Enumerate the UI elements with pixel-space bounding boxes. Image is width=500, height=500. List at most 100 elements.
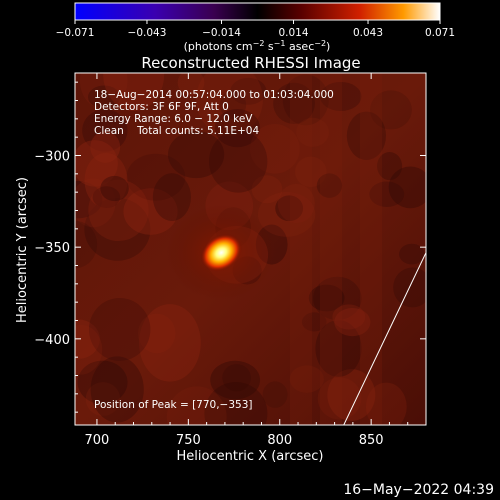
background-mottle <box>75 73 426 425</box>
mottle-blob <box>313 276 362 321</box>
annotations: 18−Aug−2014 00:57:04.000 to 01:03:04.000… <box>94 89 334 411</box>
mottle-blob <box>365 382 407 425</box>
mottle-blob <box>332 304 366 330</box>
mottle-blob <box>92 186 121 209</box>
mottle-blob <box>316 173 343 198</box>
mottle-blob <box>88 298 151 361</box>
mottle-blob <box>103 73 165 111</box>
mottle-blob <box>88 179 149 242</box>
x-tick-label: 700 <box>85 433 110 448</box>
colorbar-tick-label: −0.043 <box>128 27 167 39</box>
mottle-blob <box>327 369 376 421</box>
x-axis-label: Heliocentric X (arcsec) <box>177 449 324 464</box>
annotation-peak-position: Position of Peak = [770,−353] <box>94 399 253 411</box>
mottle-blob <box>123 188 178 235</box>
mottle-blob <box>370 90 412 130</box>
footer-date: 16−May−2022 04:39 <box>343 482 494 498</box>
mottle-blob <box>177 73 205 96</box>
colorbar-tick-label: 0.071 <box>425 27 455 39</box>
mottle-blob <box>210 360 261 400</box>
mottle-blob <box>262 381 288 408</box>
colorbar-ticks: −0.071 −0.043 −0.014 0.014 0.043 0.071 <box>56 20 455 39</box>
mottle-blob <box>301 312 327 332</box>
colorbar-tick-label: 0.043 <box>353 27 383 39</box>
mottle-blob <box>277 183 315 224</box>
mottle-blob <box>289 365 324 393</box>
mottle-blob <box>346 111 386 160</box>
mottle-blob <box>90 356 144 423</box>
x-tick-label: 850 <box>359 433 384 448</box>
mottle-blob <box>230 77 267 105</box>
mottle-blob <box>399 243 425 265</box>
annotation-detectors: Detectors: 3F 6F 9F, Att 0 <box>94 101 229 113</box>
mottle-blob <box>90 131 121 163</box>
x-axis-ticks: 700 750 800 850 <box>85 73 427 448</box>
mottle-blob <box>308 284 345 312</box>
mottle-blob <box>388 166 426 209</box>
mottle-blob <box>152 173 191 222</box>
mottle-blob <box>251 175 283 204</box>
mottle-blob <box>282 74 329 126</box>
mottle-blob <box>75 324 103 375</box>
y-tick-label: −350 <box>34 241 70 256</box>
annotation-time-range: 18−Aug−2014 00:57:04.000 to 01:03:04.000 <box>94 89 334 101</box>
mottle-blob <box>138 313 176 354</box>
mottle-blob <box>75 220 98 269</box>
y-axis-label: Heliocentric Y (arcsec) <box>15 177 30 323</box>
mottle-blob <box>139 304 201 382</box>
y-tick-label: −400 <box>34 333 70 348</box>
colorbar-gradient <box>74 2 441 21</box>
y-axis-ticks: −300 −350 −400 <box>34 81 426 413</box>
x-tick-label: 750 <box>176 433 201 448</box>
mottle-blob <box>100 175 129 202</box>
mottle-blob <box>249 124 300 174</box>
mottle-blob <box>85 382 121 416</box>
mottle-blob <box>257 191 316 237</box>
mottle-blob <box>87 85 121 109</box>
mottle-blob <box>369 181 405 208</box>
mottle-blob <box>75 180 103 219</box>
mottle-blob <box>222 364 251 392</box>
x-tick-label: 800 <box>267 433 292 448</box>
mottle-blob <box>315 320 362 377</box>
mottle-blob <box>126 153 186 201</box>
mottle-blob <box>208 130 268 193</box>
mottle-blob <box>167 131 225 179</box>
mottle-blob <box>295 156 327 188</box>
mottle-blob <box>82 109 128 152</box>
mottle-blob <box>79 73 128 110</box>
image-area <box>75 73 426 425</box>
colorbar-unit: (photons cm−2 s−1 asec−2) <box>184 39 331 53</box>
streak <box>360 73 382 425</box>
mottle-blob <box>77 360 128 405</box>
mottle-blob <box>317 377 362 420</box>
mottle-blob <box>196 73 263 136</box>
mottle-blob <box>75 178 116 228</box>
chart-title: Reconstructed RHESSI Image <box>141 54 360 72</box>
colorbar-tick-label: 0.014 <box>278 27 308 39</box>
mottle-blob <box>84 152 128 208</box>
mottle-blob <box>220 90 247 120</box>
mottle-blob <box>214 108 261 148</box>
mottle-blob <box>204 381 268 425</box>
mottle-blob <box>84 197 151 261</box>
streak <box>320 73 342 425</box>
flare-source <box>200 233 242 272</box>
mottle-blob <box>275 195 304 222</box>
mottle-blob <box>166 386 227 425</box>
mottle-blob <box>334 308 371 337</box>
mottle-blob <box>273 82 315 124</box>
annotation-energy-range: Energy Range: 6.0 − 12.0 keV <box>94 113 253 125</box>
mottle-blob <box>75 140 118 187</box>
annotation-clean-counts: Clean Total counts: 5.11E+04 <box>94 125 259 137</box>
mottle-blob <box>377 151 403 181</box>
streak <box>290 73 312 425</box>
plot-frame <box>74 72 427 426</box>
colorbar-tick-label: −0.071 <box>56 27 95 39</box>
solar-limb <box>343 252 426 425</box>
mottle-blob <box>296 117 329 147</box>
mottle-blob <box>75 319 100 360</box>
mottle-blob <box>319 81 362 111</box>
colorbar: −0.071 −0.043 −0.014 0.014 0.043 0.071 (photo… <box>56 2 455 53</box>
